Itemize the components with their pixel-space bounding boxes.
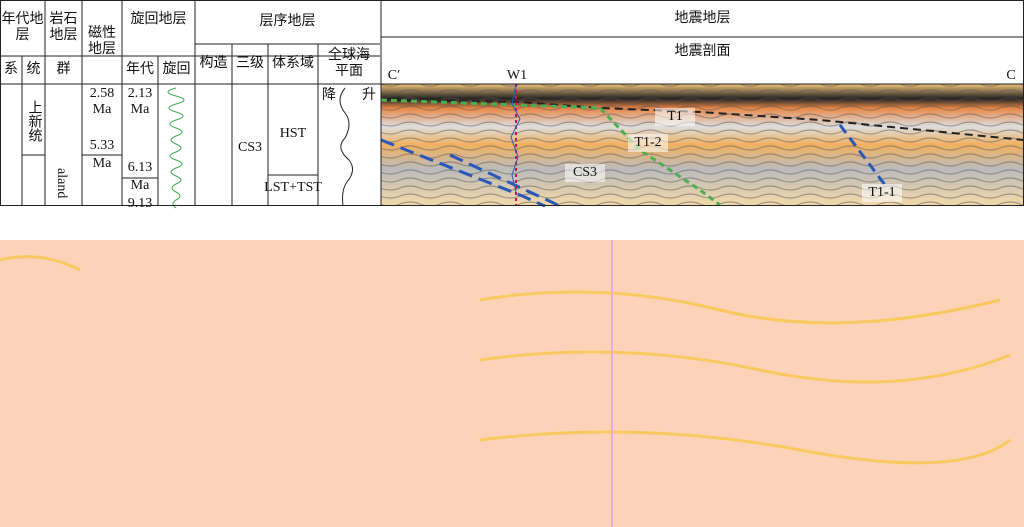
horizon-label: T1-2	[628, 134, 668, 152]
magneto-label: Ma	[92, 102, 112, 117]
systems-tract-label: LST+TST	[264, 180, 322, 195]
sea-level-label: 降	[322, 88, 336, 103]
horizon-t1	[380, 99, 1024, 141]
magneto-label: 5.33	[89, 138, 115, 153]
horizon-t1-1	[838, 124, 887, 186]
corrupted-area	[0, 240, 1024, 527]
header-cell: 旋回地层	[130, 12, 187, 27]
well-log	[510, 83, 521, 193]
header-cell: 地震地层	[674, 10, 731, 26]
cycle-curve	[167, 87, 185, 209]
age-label: Ma	[130, 178, 150, 193]
seismic-texture	[381, 84, 1024, 206]
subheader-cell: 地震剖面	[674, 44, 731, 59]
age-label: 2.13	[127, 86, 153, 101]
subheader-cell: 构造	[199, 56, 228, 71]
header-cell: 岩石地层	[49, 12, 78, 43]
seismic-label: W1	[506, 67, 528, 83]
streaks	[0, 255, 1011, 465]
subheader-cell: 三级	[236, 56, 264, 71]
magneto-label: 2.58	[89, 86, 115, 101]
horizon-label: T1-1	[862, 184, 902, 202]
sequence-label: CS3	[237, 140, 263, 155]
series-label: 上新统	[26, 100, 42, 142]
subheader-cell: 系	[4, 62, 18, 77]
subheader-cell: 群	[56, 62, 71, 77]
horizon-cs3	[380, 138, 546, 208]
grid	[0, 0, 1024, 206]
subheader-cell: 年代	[126, 62, 154, 77]
seismic-label: C′	[387, 67, 401, 83]
age-label: Ma	[130, 102, 150, 117]
horizon-label: T1	[655, 108, 695, 126]
magneto-label: Ma	[92, 156, 112, 171]
header-cell: 磁性地层	[88, 26, 116, 57]
age-label: 9.13	[127, 196, 153, 211]
sea-level-label: 升	[362, 88, 376, 103]
systems-tract-label: HST	[279, 126, 307, 141]
horizon-label: CS3	[565, 164, 605, 182]
header-cell: 层序地层	[259, 14, 316, 29]
group-label: aland	[54, 167, 69, 199]
header-cell: 年代地层	[1, 12, 44, 43]
subheader-cell: 统	[26, 62, 41, 77]
subheader-cell: 体系域	[272, 56, 314, 71]
age-label: 6.13	[127, 160, 153, 175]
subheader-cell: 全球海平面	[328, 48, 370, 79]
sea-level-curve	[339, 87, 353, 207]
subheader-cell: 旋回	[162, 62, 191, 77]
seismic-label: C	[1006, 67, 1016, 83]
